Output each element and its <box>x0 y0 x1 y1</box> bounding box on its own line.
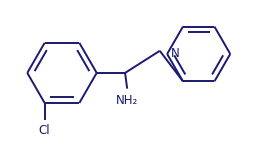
Text: NH₂: NH₂ <box>116 94 138 107</box>
Text: Cl: Cl <box>39 124 50 137</box>
Text: N: N <box>171 47 180 60</box>
